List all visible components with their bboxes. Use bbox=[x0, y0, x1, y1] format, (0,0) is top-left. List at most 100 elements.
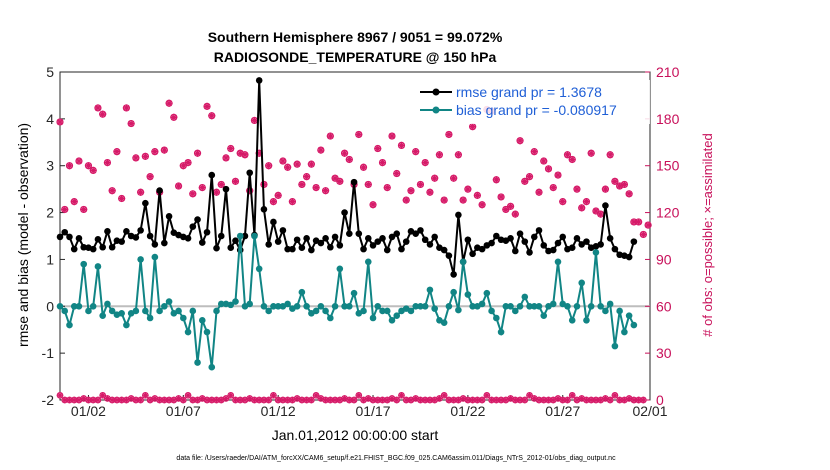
bias-point bbox=[175, 307, 182, 315]
obs-assimilated-marker bbox=[80, 205, 88, 213]
rmse-point bbox=[450, 271, 457, 278]
obs-assimilated-marker bbox=[616, 182, 624, 190]
bias-point bbox=[303, 302, 310, 310]
obs-assimilated-marker bbox=[611, 177, 619, 185]
obs-assimilated-low-marker bbox=[365, 395, 372, 402]
rmse-point bbox=[270, 218, 277, 226]
obs-assimilated-marker bbox=[175, 182, 183, 190]
bias-point bbox=[459, 258, 467, 266]
y-tick-label: -2 bbox=[42, 392, 55, 408]
obs-assimilated-low-marker bbox=[412, 395, 419, 402]
obs-assimilated-low-marker bbox=[445, 396, 453, 404]
bias-point bbox=[322, 307, 329, 315]
bias-point bbox=[298, 288, 306, 296]
obs-assimilated-marker bbox=[341, 149, 349, 157]
rmse-point bbox=[535, 227, 543, 234]
obs-assimilated-marker bbox=[108, 187, 116, 195]
obs-assimilated-marker bbox=[208, 112, 216, 120]
obs-assimilated-low-marker bbox=[564, 396, 571, 404]
rmse-point bbox=[94, 235, 102, 243]
obs-assimilated-marker bbox=[322, 187, 330, 195]
bias-point bbox=[336, 265, 344, 273]
obs-assimilated-marker bbox=[75, 157, 83, 165]
obs-assimilated-low-marker bbox=[497, 396, 505, 404]
bias-point bbox=[483, 289, 491, 297]
obs-assimilated-marker bbox=[440, 196, 448, 204]
rmse-point bbox=[426, 241, 434, 248]
obs-assimilated-marker bbox=[445, 130, 453, 138]
rmse-point bbox=[341, 209, 348, 216]
rmse-point bbox=[507, 235, 514, 242]
obs-assimilated-low-marker bbox=[227, 392, 234, 399]
rmse-point bbox=[540, 242, 548, 249]
obs-assimilated-marker bbox=[61, 205, 69, 213]
obs-assimilated-marker bbox=[379, 159, 387, 167]
obs-assimilated-marker bbox=[435, 151, 443, 159]
y-tick-label: 5 bbox=[46, 64, 54, 80]
bias-point bbox=[464, 291, 472, 298]
obs-assimilated-low-marker bbox=[483, 392, 491, 399]
rmse-point bbox=[75, 235, 83, 242]
obs-assimilated-marker bbox=[288, 198, 296, 206]
obs-assimilated-marker bbox=[89, 166, 97, 174]
rmse-point bbox=[573, 235, 581, 242]
rmse-point bbox=[488, 239, 495, 247]
obs-assimilated-low-marker bbox=[184, 392, 192, 399]
obs-assimilated-marker bbox=[274, 191, 282, 199]
obs-assimilated-low-marker bbox=[123, 396, 130, 404]
bias-point bbox=[61, 307, 69, 315]
bias-point bbox=[412, 302, 420, 310]
bias-point bbox=[70, 302, 78, 310]
bias-point bbox=[75, 302, 83, 310]
obs-assimilated-low-marker bbox=[493, 396, 500, 404]
obs-assimilated-marker bbox=[56, 118, 64, 126]
rmse-point bbox=[493, 232, 500, 240]
obs-assimilated-marker bbox=[597, 210, 605, 218]
bias-point bbox=[260, 302, 268, 310]
rmse-point bbox=[118, 238, 125, 245]
obs-assimilated-marker bbox=[279, 157, 287, 165]
bias-point bbox=[530, 302, 538, 310]
obs-assimilated-low-marker bbox=[587, 396, 595, 404]
obs-assimilated-marker bbox=[336, 177, 344, 185]
bias-point bbox=[350, 289, 358, 297]
obs-assimilated-low-marker bbox=[478, 396, 486, 404]
bias-point bbox=[56, 302, 64, 310]
obs-assimilated-low-marker bbox=[113, 396, 121, 404]
obs-assimilated-low-marker bbox=[550, 396, 557, 404]
obs-assimilated-low-marker bbox=[308, 396, 315, 404]
obs-assimilated-marker bbox=[511, 210, 519, 218]
obs-assimilated-low-marker bbox=[71, 396, 78, 404]
legend-rmse-marker bbox=[432, 88, 440, 96]
bias-point bbox=[611, 342, 619, 350]
bias-point bbox=[502, 302, 510, 310]
obs-assimilated-low-marker bbox=[421, 396, 429, 404]
obs-assimilated-low-marker bbox=[474, 396, 481, 404]
y-tick-label: 3 bbox=[46, 158, 54, 174]
bias-point bbox=[360, 307, 367, 315]
rmse-point bbox=[293, 236, 301, 244]
bias-point bbox=[132, 307, 140, 315]
chart-title-line2: RADIOSONDE_TEMPERATURE @ 150 hPa bbox=[214, 49, 497, 65]
bias-point bbox=[417, 302, 424, 310]
obs-assimilated-low-marker bbox=[331, 396, 339, 404]
obs-assimilated-marker bbox=[473, 191, 481, 199]
obs-assimilated-marker bbox=[70, 198, 78, 206]
legend-box bbox=[418, 80, 650, 124]
obs-assimilated-marker bbox=[639, 230, 647, 238]
obs-assimilated-low-marker bbox=[625, 395, 633, 402]
chart-title-line1: Southern Hemisphere 8967 / 9051 = 99.072… bbox=[208, 29, 503, 45]
bias-point bbox=[312, 307, 320, 315]
obs-assimilated-low-marker bbox=[265, 396, 272, 404]
bias-point bbox=[497, 328, 505, 336]
bias-series-line bbox=[59, 235, 635, 368]
rmse-point bbox=[630, 238, 638, 245]
bias-point bbox=[255, 265, 263, 273]
obs-assimilated-marker bbox=[587, 149, 595, 157]
obs-assimilated-low-marker bbox=[80, 395, 87, 402]
bias-point bbox=[341, 302, 348, 310]
obs-assimilated-low-marker bbox=[218, 396, 225, 404]
bias-point bbox=[535, 302, 543, 310]
obs-assimilated-marker bbox=[459, 196, 467, 204]
obs-assimilated-low-marker bbox=[388, 395, 396, 402]
